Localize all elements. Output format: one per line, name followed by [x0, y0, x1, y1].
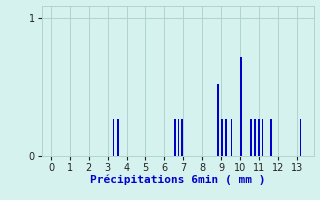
Bar	[251, 119, 252, 156]
Bar	[270, 119, 272, 156]
Bar	[300, 119, 301, 156]
Bar	[178, 119, 180, 156]
Bar	[217, 84, 219, 156]
Bar	[231, 119, 232, 156]
Bar	[262, 119, 263, 156]
Bar	[221, 119, 223, 156]
X-axis label: Précipitations 6min ( mm ): Précipitations 6min ( mm )	[90, 174, 265, 185]
Bar	[117, 119, 119, 156]
Bar	[254, 119, 256, 156]
Bar	[258, 119, 260, 156]
Bar	[113, 119, 114, 156]
Bar	[225, 119, 227, 156]
Bar	[174, 119, 176, 156]
Bar	[181, 119, 183, 156]
Bar	[240, 57, 242, 156]
